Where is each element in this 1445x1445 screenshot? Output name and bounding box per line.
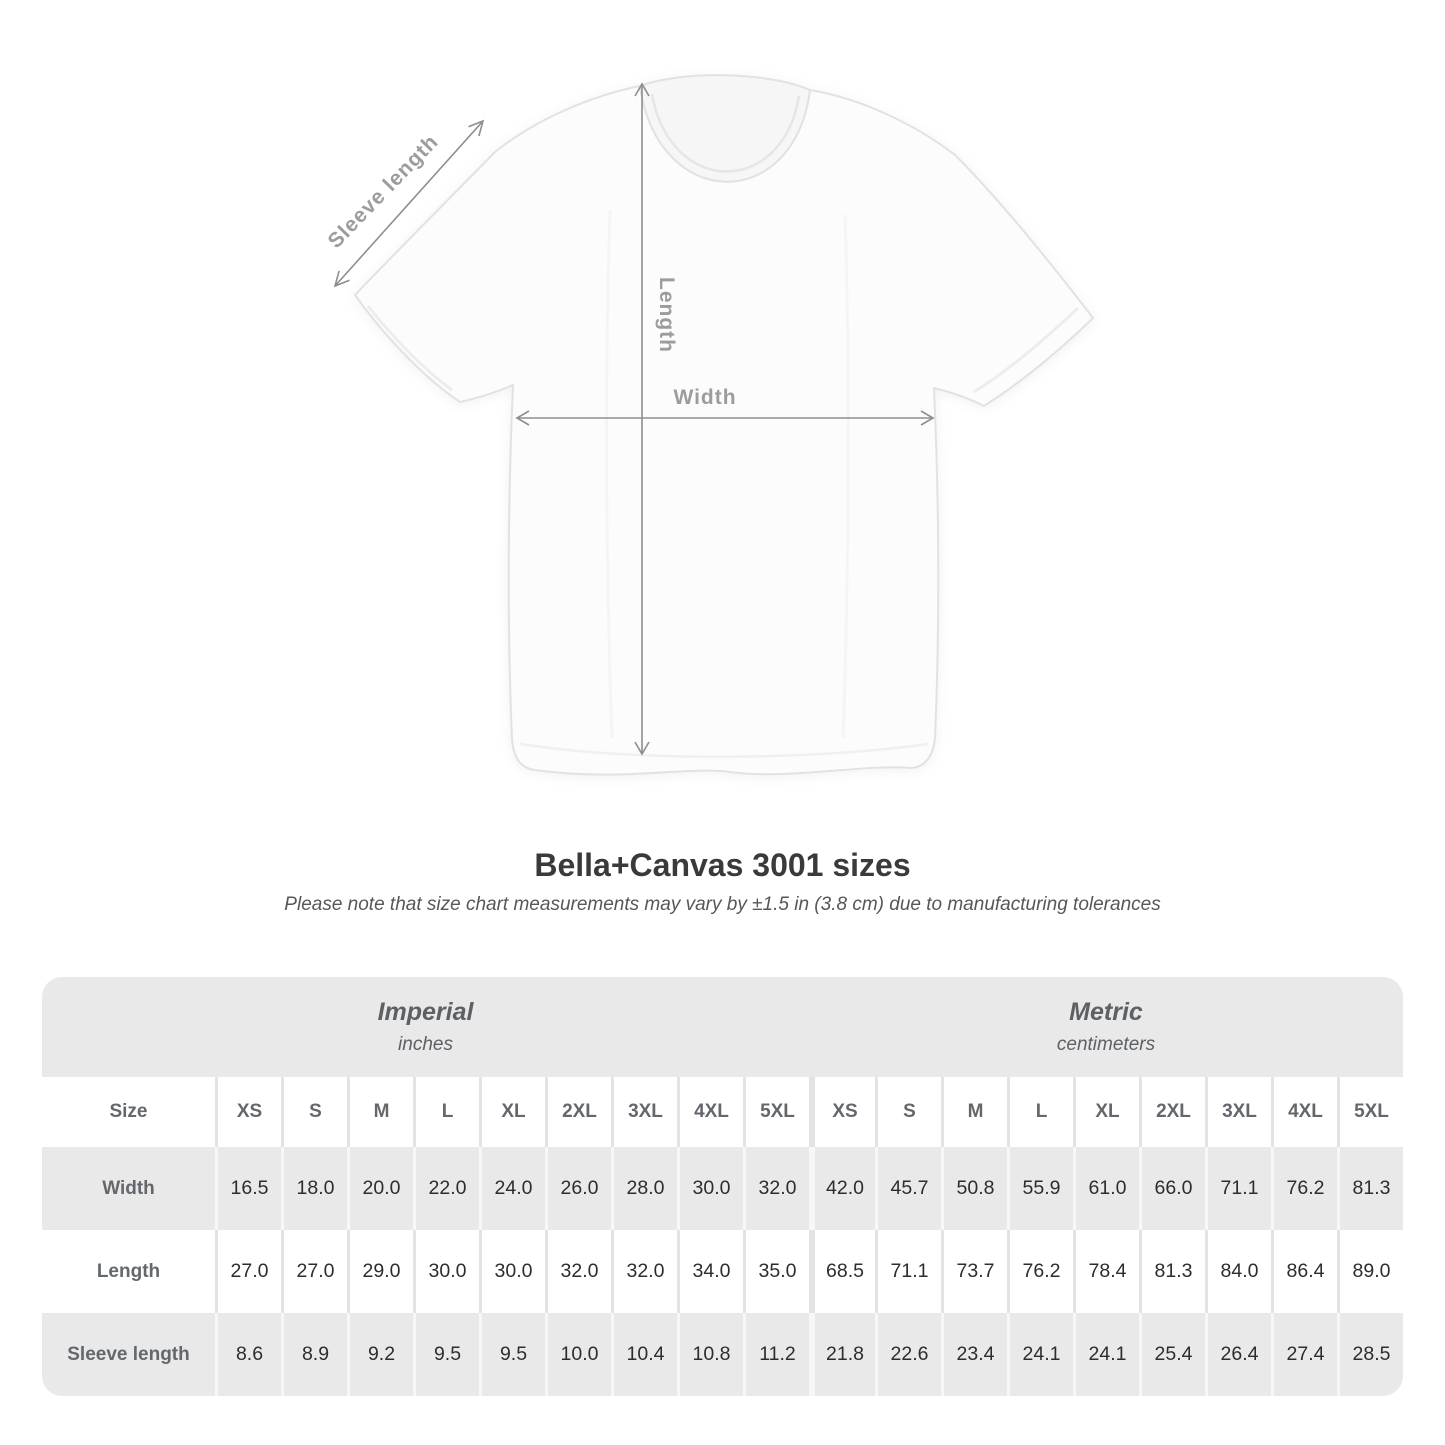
metric-label: Metric	[1069, 998, 1143, 1026]
size-grid: Size XS S M L XL 2XL 3XL 4XL 5XL XS S M L XL 2XL 3XL 4XL 5…	[42, 1077, 1403, 1396]
tshirt-measurement-diagram: Length Width Sleeve length	[324, 74, 1095, 776]
size-col-header-imperial-m: M	[347, 1077, 413, 1147]
sleeve-length-arrow	[333, 119, 485, 288]
metric-section-header: Metric centimeters	[809, 977, 1403, 1077]
size-col-header-metric-2xl: 2XL	[1139, 1077, 1205, 1147]
size-col-header-metric-s: S	[875, 1077, 941, 1147]
cell-sleeve-length-imperial-5xl: 11.2	[743, 1313, 809, 1396]
unit-system-header-band: Imperial inches Metric centimeters	[42, 977, 1403, 1077]
tshirt-graphic	[353, 74, 1095, 776]
cell-sleeve-length-metric-3xl: 26.4	[1205, 1313, 1271, 1396]
page-title: Bella+Canvas 3001 sizes	[534, 847, 911, 883]
cell-sleeve-length-imperial-4xl: 10.8	[677, 1313, 743, 1396]
cell-length-imperial-3xl: 32.0	[611, 1230, 677, 1313]
size-col-header-imperial-l: L	[413, 1077, 479, 1147]
cell-width-imperial-2xl: 26.0	[545, 1147, 611, 1230]
cell-width-imperial-5xl: 32.0	[743, 1147, 809, 1230]
cell-sleeve-length-metric-m: 23.4	[941, 1313, 1007, 1396]
cell-sleeve-length-imperial-2xl: 10.0	[545, 1313, 611, 1396]
cell-sleeve-length-imperial-xl: 9.5	[479, 1313, 545, 1396]
cell-width-metric-xl: 61.0	[1073, 1147, 1139, 1230]
cell-width-imperial-3xl: 28.0	[611, 1147, 677, 1230]
size-col-header-metric-m: M	[941, 1077, 1007, 1147]
size-col-header-imperial-xl: XL	[479, 1077, 545, 1147]
size-col-header-metric-xl: XL	[1073, 1077, 1139, 1147]
cell-length-metric-4xl: 86.4	[1271, 1230, 1337, 1313]
cell-sleeve-length-imperial-xs: 8.6	[215, 1313, 281, 1396]
cell-sleeve-length-metric-xl: 24.1	[1073, 1313, 1139, 1396]
cell-sleeve-length-metric-4xl: 27.4	[1271, 1313, 1337, 1396]
length-label: Length	[655, 277, 678, 353]
cell-length-metric-xl: 78.4	[1073, 1230, 1139, 1313]
size-col-header-metric-4xl: 4XL	[1271, 1077, 1337, 1147]
size-col-header-metric-3xl: 3XL	[1205, 1077, 1271, 1147]
size-col-header-imperial-5xl: 5XL	[743, 1077, 809, 1147]
cell-sleeve-length-metric-l: 24.1	[1007, 1313, 1073, 1396]
cell-sleeve-length-metric-s: 22.6	[875, 1313, 941, 1396]
cell-sleeve-length-imperial-s: 8.9	[281, 1313, 347, 1396]
cell-width-metric-xs: 42.0	[809, 1147, 875, 1230]
cell-length-imperial-4xl: 34.0	[677, 1230, 743, 1313]
cell-width-metric-2xl: 66.0	[1139, 1147, 1205, 1230]
row-label-sleeve-length: Sleeve length	[42, 1313, 215, 1396]
cell-length-metric-5xl: 89.0	[1337, 1230, 1403, 1313]
size-col-header-metric-l: L	[1007, 1077, 1073, 1147]
size-col-header-imperial-4xl: 4XL	[677, 1077, 743, 1147]
cell-length-imperial-l: 30.0	[413, 1230, 479, 1313]
cell-width-metric-s: 45.7	[875, 1147, 941, 1230]
cell-length-imperial-xs: 27.0	[215, 1230, 281, 1313]
cell-length-imperial-xl: 30.0	[479, 1230, 545, 1313]
imperial-unit: inches	[398, 1034, 453, 1055]
size-col-header-metric-xs: XS	[809, 1077, 875, 1147]
cell-width-imperial-l: 22.0	[413, 1147, 479, 1230]
cell-width-imperial-m: 20.0	[347, 1147, 413, 1230]
cell-width-imperial-xl: 24.0	[479, 1147, 545, 1230]
cell-sleeve-length-imperial-m: 9.2	[347, 1313, 413, 1396]
cell-width-imperial-4xl: 30.0	[677, 1147, 743, 1230]
cell-width-metric-4xl: 76.2	[1271, 1147, 1337, 1230]
cell-length-imperial-5xl: 35.0	[743, 1230, 809, 1313]
cell-length-metric-m: 73.7	[941, 1230, 1007, 1313]
cell-sleeve-length-metric-5xl: 28.5	[1337, 1313, 1403, 1396]
row-label-length: Length	[42, 1230, 215, 1313]
size-col-header-metric-5xl: 5XL	[1337, 1077, 1403, 1147]
cell-width-metric-l: 55.9	[1007, 1147, 1073, 1230]
row-label-width: Width	[42, 1147, 215, 1230]
size-corner-header: Size	[42, 1077, 215, 1147]
cell-length-metric-s: 71.1	[875, 1230, 941, 1313]
size-table: Imperial inches Metric centimeters Size X…	[42, 977, 1403, 1396]
cell-sleeve-length-metric-xs: 21.8	[809, 1313, 875, 1396]
metric-unit: centimeters	[1056, 1034, 1156, 1055]
cell-width-imperial-xs: 16.5	[215, 1147, 281, 1230]
imperial-section-header: Imperial inches	[42, 977, 809, 1077]
cell-length-imperial-m: 29.0	[347, 1230, 413, 1313]
width-arrow	[515, 410, 935, 426]
cell-length-metric-2xl: 81.3	[1139, 1230, 1205, 1313]
size-col-header-imperial-2xl: 2XL	[545, 1077, 611, 1147]
size-col-header-imperial-xs: XS	[215, 1077, 281, 1147]
cell-sleeve-length-metric-2xl: 25.4	[1139, 1313, 1205, 1396]
page-subtitle: Please note that size chart measurements…	[284, 894, 1161, 915]
cell-width-imperial-s: 18.0	[281, 1147, 347, 1230]
cell-sleeve-length-imperial-l: 9.5	[413, 1313, 479, 1396]
cell-sleeve-length-imperial-3xl: 10.4	[611, 1313, 677, 1396]
cell-length-metric-xs: 68.5	[809, 1230, 875, 1313]
cell-width-metric-3xl: 71.1	[1205, 1147, 1271, 1230]
cell-length-metric-3xl: 84.0	[1205, 1230, 1271, 1313]
cell-width-metric-m: 50.8	[941, 1147, 1007, 1230]
cell-length-imperial-s: 27.0	[281, 1230, 347, 1313]
cell-width-metric-5xl: 81.3	[1337, 1147, 1403, 1230]
size-col-header-imperial-s: S	[281, 1077, 347, 1147]
cell-length-metric-l: 76.2	[1007, 1230, 1073, 1313]
length-arrow	[634, 82, 650, 756]
width-label: Width	[673, 386, 736, 409]
cell-length-imperial-2xl: 32.0	[545, 1230, 611, 1313]
imperial-label: Imperial	[377, 998, 474, 1026]
size-col-header-imperial-3xl: 3XL	[611, 1077, 677, 1147]
